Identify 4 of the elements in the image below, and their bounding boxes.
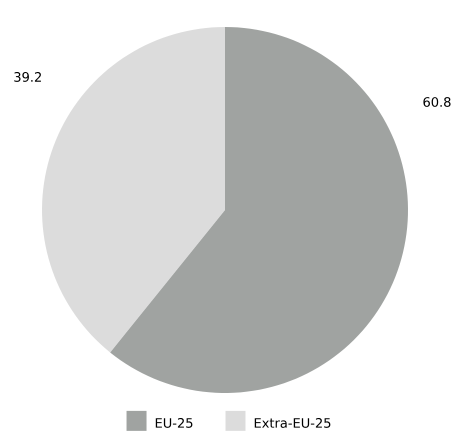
legend-label: EU-25: [156, 418, 192, 428]
data-label: 39.2: [14, 72, 41, 82]
legend-label: Extra-EU-25: [254, 418, 330, 428]
data-label: 60.8: [423, 97, 451, 107]
